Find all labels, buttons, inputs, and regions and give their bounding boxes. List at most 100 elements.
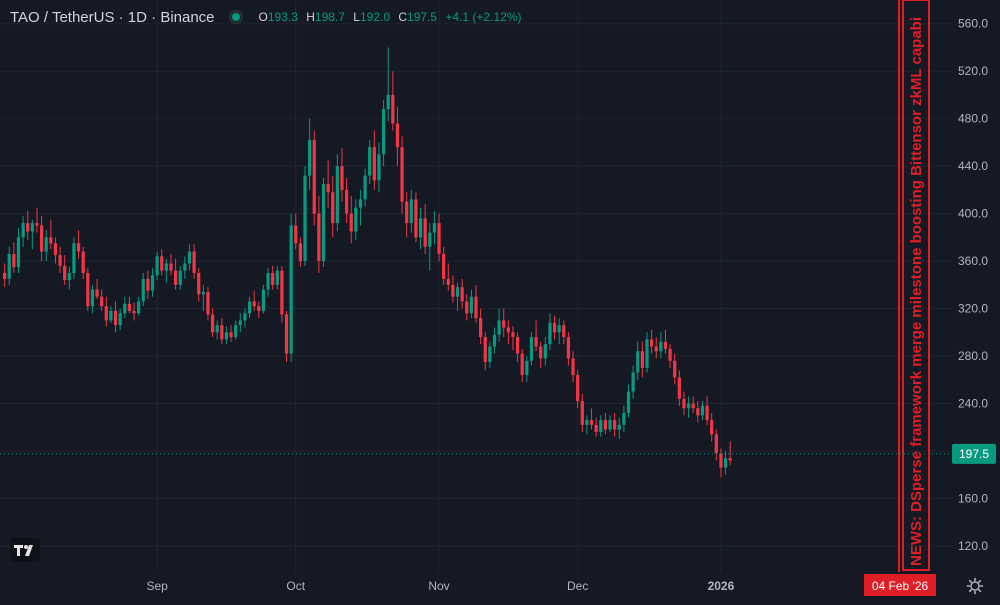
ohlc-readout: O193.3 H198.7 L192.0 C197.5 +4.1 (+2.12%… [259, 10, 522, 24]
candle [81, 246, 85, 279]
candle [562, 320, 566, 345]
candle [280, 265, 284, 323]
candle [654, 337, 658, 359]
overlays: NEWS: DSperse framework merge milestone … [0, 0, 952, 572]
candle [30, 219, 34, 250]
gear-icon[interactable] [966, 577, 984, 595]
candle [308, 118, 312, 190]
candle [155, 251, 159, 281]
candle [95, 278, 99, 300]
eye-icon[interactable] [228, 10, 243, 24]
candle [594, 417, 598, 437]
candle [714, 429, 718, 461]
candle [192, 244, 196, 279]
candle [469, 289, 473, 319]
candle [21, 215, 25, 247]
candle [700, 401, 705, 421]
x-tick-label: 2026 [708, 579, 735, 593]
candle [150, 268, 155, 297]
candle [576, 370, 580, 409]
change-value: +4.1 (+2.12%) [445, 10, 522, 24]
candle [460, 278, 464, 309]
candle [368, 140, 372, 184]
candle [141, 272, 145, 307]
candle [710, 412, 714, 442]
candle [3, 263, 7, 288]
candle [331, 175, 335, 238]
candle [160, 249, 164, 276]
y-tick-label: 440.0 [958, 159, 988, 173]
candle [428, 223, 432, 271]
candle [673, 353, 677, 385]
candle [381, 99, 386, 167]
y-tick-label: 320.0 [958, 302, 988, 316]
candle [626, 384, 631, 418]
candle [437, 213, 441, 262]
candle [238, 313, 242, 333]
candle [234, 320, 238, 340]
candle [663, 329, 668, 354]
y-tick-label: 280.0 [958, 349, 988, 363]
candle [275, 265, 279, 290]
candle [645, 332, 649, 373]
candle [58, 246, 62, 273]
candle [414, 192, 418, 243]
candle [109, 306, 113, 323]
candle [649, 329, 654, 354]
candle [243, 308, 247, 328]
candle [35, 207, 39, 233]
open-label: O [258, 10, 268, 24]
candle [696, 401, 700, 423]
candle [640, 341, 644, 378]
candle [599, 415, 603, 437]
candle [479, 308, 483, 345]
symbol-title[interactable]: TAO / TetherUS · 1D · Binance [10, 8, 215, 26]
candle [164, 258, 168, 283]
candle [118, 308, 122, 330]
candle [127, 296, 132, 314]
high-label: H [306, 10, 315, 24]
candle [608, 415, 612, 432]
candle [132, 302, 136, 321]
date-badge-label: 04 Feb '26 [872, 579, 929, 593]
axes: 120.0160.0200.0240.0280.0320.0360.0400.0… [146, 17, 996, 596]
y-tick-label: 560.0 [958, 17, 988, 31]
candle [557, 318, 561, 345]
candle [728, 441, 732, 466]
candle [622, 405, 626, 432]
x-tick-label: Sep [146, 579, 168, 593]
candle [474, 284, 478, 323]
candle [187, 244, 192, 271]
candle [123, 296, 127, 319]
candle [525, 356, 529, 383]
candle [636, 341, 640, 380]
candle [340, 148, 344, 202]
candle [183, 256, 187, 279]
candle [506, 320, 510, 345]
close-value: 197.5 [407, 10, 438, 24]
candle [7, 246, 11, 285]
candle [137, 296, 141, 316]
candle [252, 290, 256, 311]
y-tick-label: 240.0 [958, 396, 988, 410]
candle [63, 255, 67, 285]
candle [442, 246, 446, 285]
candle [395, 106, 400, 167]
candle [100, 289, 104, 311]
candle [224, 326, 229, 345]
news-text[interactable]: NEWS: DSperse framework merge milestone … [908, 17, 925, 566]
news-box[interactable] [902, 0, 930, 571]
candle [529, 332, 534, 366]
candle [284, 310, 289, 362]
candle [548, 313, 552, 351]
candle [86, 268, 90, 311]
tradingview-logo-icon[interactable] [10, 538, 40, 562]
candle [668, 344, 672, 368]
candle [201, 284, 205, 311]
candle [589, 408, 594, 430]
candle [39, 215, 44, 262]
candle [104, 296, 108, 327]
candle [603, 412, 608, 435]
